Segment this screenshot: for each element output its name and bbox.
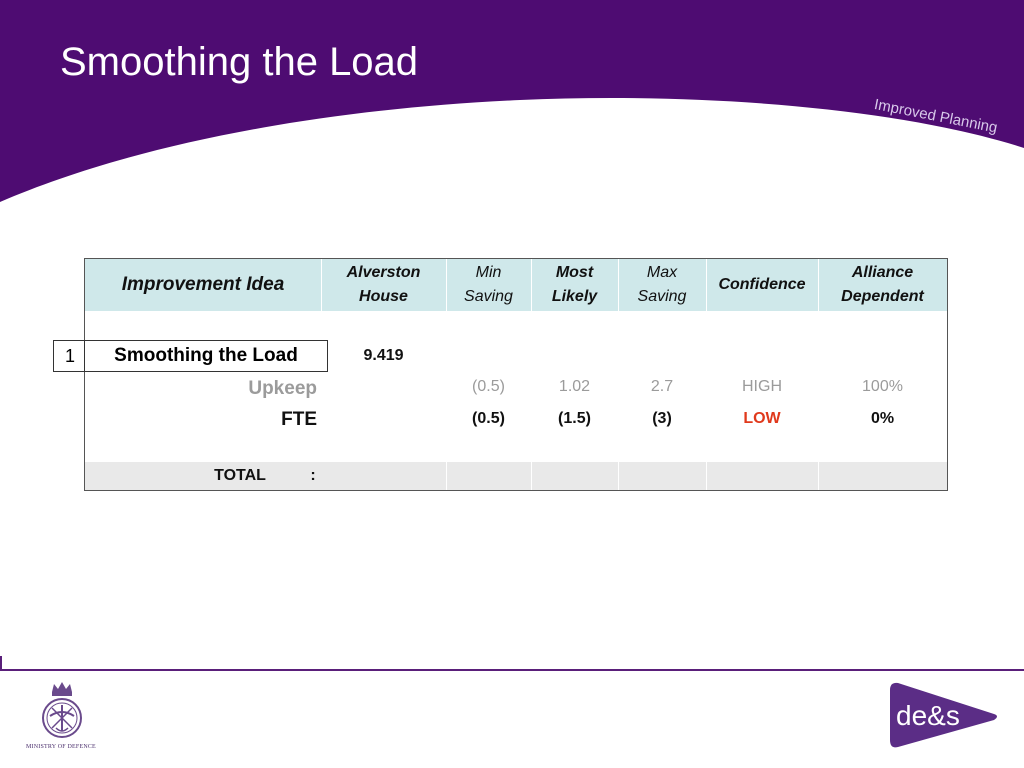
header-divider <box>818 259 819 311</box>
fte-most-likely: (1.5) <box>558 410 591 427</box>
ministry-of-defence-label: MINISTRY OF DEFENCE <box>26 744 96 750</box>
footer-divider <box>0 669 1024 671</box>
fte-label: FTE <box>281 409 317 430</box>
upkeep-max-saving: 2.7 <box>650 378 674 395</box>
header-alliance-line1: Alliance <box>851 264 914 281</box>
total-divider <box>446 462 447 490</box>
savings-table: Improvement Idea Alverston House Min Sav… <box>84 258 948 491</box>
header-alliance-line2: Dependent <box>841 288 924 305</box>
improvement-idea-name: Smoothing the Load <box>114 345 298 366</box>
total-divider <box>531 462 532 490</box>
total-divider <box>618 462 619 490</box>
header-divider <box>446 259 447 311</box>
header-divider <box>706 259 707 311</box>
total-divider <box>818 462 819 490</box>
header-alverston-line2: House <box>359 288 408 305</box>
upkeep-alliance-dependent: 100% <box>862 378 903 395</box>
header-max-line1: Max <box>646 264 678 281</box>
footer-tick <box>0 656 2 670</box>
header-most-line1: Most <box>555 264 594 281</box>
upkeep-confidence: HIGH <box>742 378 782 395</box>
header-divider <box>618 259 619 311</box>
item-index-box: 1 <box>53 340 87 372</box>
header-min-line2: Saving <box>464 288 513 305</box>
total-label: TOTAL <box>214 467 266 484</box>
header-improvement-idea: Improvement Idea <box>85 259 321 311</box>
fte-confidence: LOW <box>743 410 781 427</box>
header-most-likely: Most Likely <box>531 259 618 311</box>
total-row <box>85 462 947 490</box>
header-max-line2: Saving <box>637 288 687 305</box>
header-max-saving: Max Saving <box>618 259 706 311</box>
header-confidence-label: Confidence <box>718 276 806 293</box>
upkeep-most-likely: 1.02 <box>558 378 591 395</box>
fte-alliance-dependent: 0% <box>870 410 895 427</box>
slide-title: Smoothing the Load <box>60 40 419 84</box>
header-alliance-dependent: Alliance Dependent <box>818 259 947 311</box>
des-logo-text: de&s <box>896 700 960 731</box>
header-most-line2: Likely <box>551 288 598 305</box>
total-divider <box>706 462 707 490</box>
header-alverston-house: Alverston House <box>321 259 446 311</box>
header-band <box>0 0 1024 202</box>
header-improvement-idea-label: Improvement Idea <box>121 274 285 295</box>
header-alverston-line1: Alverston <box>346 264 421 281</box>
alverston-value: 9.419 <box>363 347 404 364</box>
upkeep-label: Upkeep <box>248 378 317 399</box>
header-min-saving: Min Saving <box>446 259 531 311</box>
header-confidence: Confidence <box>706 259 818 311</box>
fte-max-saving: (3) <box>652 410 672 427</box>
ministry-of-defence-crest-icon <box>42 682 82 738</box>
des-logo: de&s <box>890 682 997 748</box>
header-divider <box>531 259 532 311</box>
header-divider <box>321 259 322 311</box>
improvement-idea-box: Smoothing the Load <box>84 340 328 372</box>
header-min-line1: Min <box>475 264 502 281</box>
fte-min-saving: (0.5) <box>472 410 505 427</box>
total-colon: : <box>310 467 316 484</box>
item-index: 1 <box>64 345 75 366</box>
upkeep-min-saving: (0.5) <box>472 378 505 395</box>
